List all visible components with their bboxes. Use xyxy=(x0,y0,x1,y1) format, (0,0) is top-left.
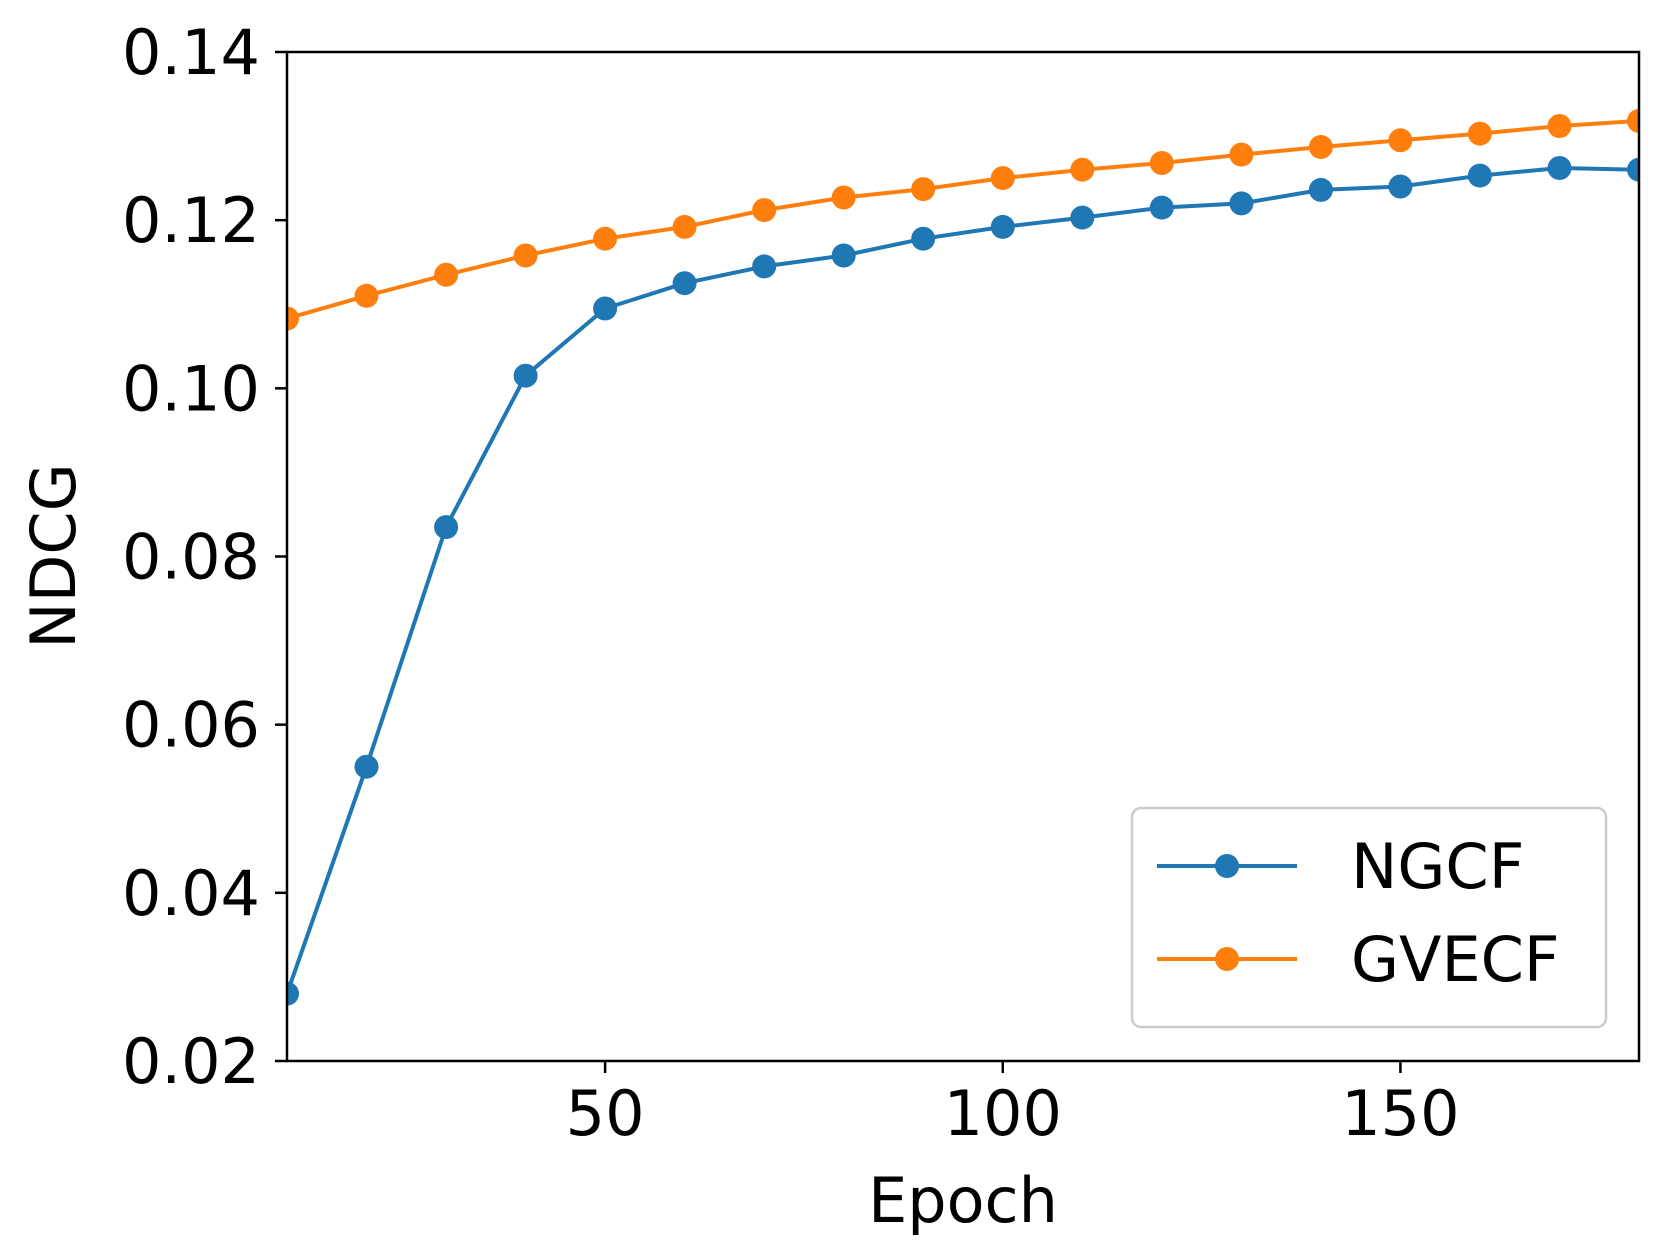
ngcf-point xyxy=(354,754,379,779)
legend-ngcf-label: NGCF xyxy=(1351,830,1524,903)
axes: 50 100 150 0.02 0.04 0.06 0.08 0.10 0.12 0.14 xyxy=(122,16,1460,1150)
gvecf-point xyxy=(990,166,1015,191)
x-tick-label: 150 xyxy=(1341,1077,1459,1150)
ngcf-point xyxy=(1070,205,1095,230)
gvecf-point xyxy=(1547,114,1572,138)
legend-gvecf-marker xyxy=(1215,947,1239,971)
x-axis-label: Epoch xyxy=(868,1164,1058,1237)
ngcf-point xyxy=(990,214,1015,239)
y-tick-label: 0.06 xyxy=(122,689,260,762)
gvecf-point xyxy=(593,226,618,251)
ngcf-point xyxy=(672,271,697,296)
x-tick-label: 50 xyxy=(566,1077,645,1150)
ngcf-point xyxy=(593,296,618,321)
gvecf-point xyxy=(354,283,379,308)
ngcf-point xyxy=(911,226,936,251)
ngcf-point xyxy=(1388,174,1413,199)
y-tick-label: 0.10 xyxy=(122,352,260,425)
ngcf-point xyxy=(287,981,299,1006)
ngcf-point xyxy=(434,515,459,540)
ngcf-line xyxy=(287,166,1639,997)
gvecf-point xyxy=(1149,151,1174,175)
gvecf-point xyxy=(1308,135,1333,159)
gvecf-point xyxy=(1388,128,1413,153)
gvecf-point xyxy=(1070,157,1095,182)
gvecf-point xyxy=(1627,108,1639,133)
x-tick-label: 100 xyxy=(944,1077,1062,1150)
ngcf-point xyxy=(752,254,777,279)
gvecf-point xyxy=(672,214,697,239)
gvecf-series xyxy=(287,108,1639,331)
ngcf-point xyxy=(1229,191,1254,216)
legend-ngcf-marker xyxy=(1215,854,1239,878)
gvecf-point xyxy=(287,306,299,331)
plot-marks xyxy=(287,108,1639,1006)
legend-box xyxy=(1130,806,1608,1029)
gvecf-point xyxy=(513,243,538,268)
ngcf-point xyxy=(1467,163,1492,188)
gvecf-point xyxy=(911,177,936,202)
gvecf-point xyxy=(752,198,777,223)
gvecf-point xyxy=(1229,142,1254,167)
ngcf-point xyxy=(513,363,538,388)
legend-gvecf-label: GVECF xyxy=(1351,923,1560,996)
y-tick-label: 0.02 xyxy=(122,1025,260,1098)
ngcf-point xyxy=(1627,157,1639,182)
y-axis-label: NDCG xyxy=(17,463,90,648)
gvecf-point xyxy=(1467,121,1492,146)
y-tick-label: 0.14 xyxy=(122,16,260,89)
ngcf-series xyxy=(287,156,1639,1006)
y-tick-label: 0.08 xyxy=(122,521,260,594)
gvecf-line xyxy=(287,118,1639,321)
y-tick-label: 0.04 xyxy=(122,857,260,930)
ngcf-point xyxy=(1308,177,1333,202)
gvecf-point xyxy=(831,185,856,210)
ngcf-point xyxy=(1149,195,1174,220)
y-tick-label: 0.12 xyxy=(122,184,260,257)
gvecf-point xyxy=(434,262,459,287)
ngcf-point xyxy=(831,243,856,268)
legend: NGCF GVECF xyxy=(1130,806,1608,1029)
ngcf-point xyxy=(1547,156,1572,180)
